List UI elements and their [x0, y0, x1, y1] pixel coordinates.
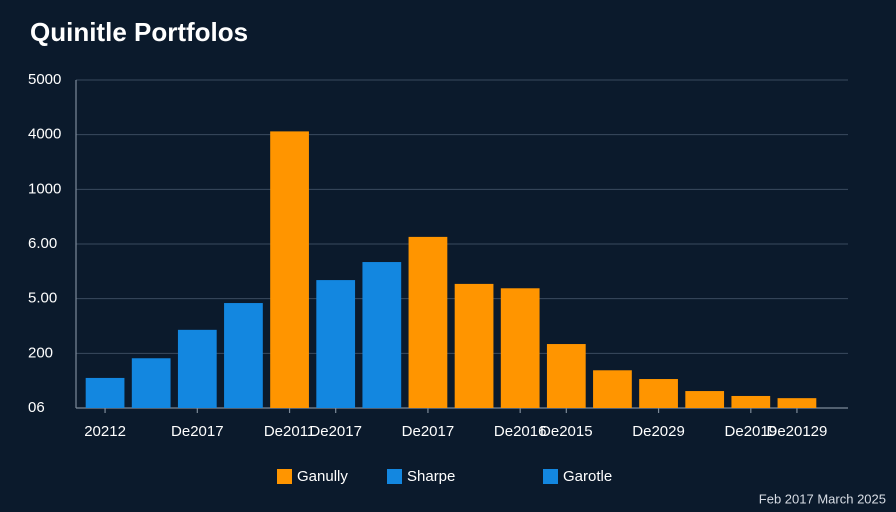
legend-label: Garotle [563, 468, 612, 485]
bar [546, 344, 586, 408]
legend-swatch [543, 469, 558, 484]
bar [362, 262, 402, 408]
x-tick-label: De20129 [766, 423, 827, 440]
chart-title: Quinitle Portfolos [30, 17, 248, 47]
bar [270, 131, 309, 409]
bar [177, 329, 217, 408]
bar [85, 377, 125, 408]
legend-label: Ganully [297, 468, 348, 485]
x-tick-label: De2019 [725, 423, 778, 440]
x-tick-label: De2011 [264, 423, 315, 440]
y-tick-label: 200 [28, 344, 53, 361]
bar [685, 391, 725, 408]
y-tick-label: 4000 [28, 126, 61, 143]
x-tick-label: 20212 [84, 423, 126, 440]
y-tick-label: 1000 [28, 180, 61, 197]
x-tick-label: De2029 [632, 423, 685, 440]
bar [316, 280, 356, 408]
bar [500, 288, 540, 408]
legend-swatch [277, 469, 292, 484]
bar [731, 395, 771, 408]
x-tick-label: De2016 [494, 423, 547, 440]
legend-label: Sharpe [407, 468, 455, 485]
x-tick-label: De2017 [171, 423, 224, 440]
bar [777, 398, 817, 408]
y-tick-label: 6.00 [28, 235, 57, 252]
bar [131, 358, 171, 408]
bar [593, 370, 632, 408]
x-tick-label: De2015 [540, 423, 593, 440]
y-tick-label: 5000 [28, 71, 61, 88]
bar [224, 303, 263, 408]
bar [408, 236, 448, 408]
legend-swatch [387, 469, 402, 484]
bar [454, 283, 494, 408]
footnote: Feb 2017 March 2025 [759, 491, 886, 506]
y-tick-label: 06 [28, 399, 45, 416]
x-tick-label: De2017 [402, 423, 455, 440]
x-tick-label: De2017 [309, 423, 362, 440]
y-tick-label: 5.00 [28, 290, 57, 307]
bar [639, 379, 678, 408]
